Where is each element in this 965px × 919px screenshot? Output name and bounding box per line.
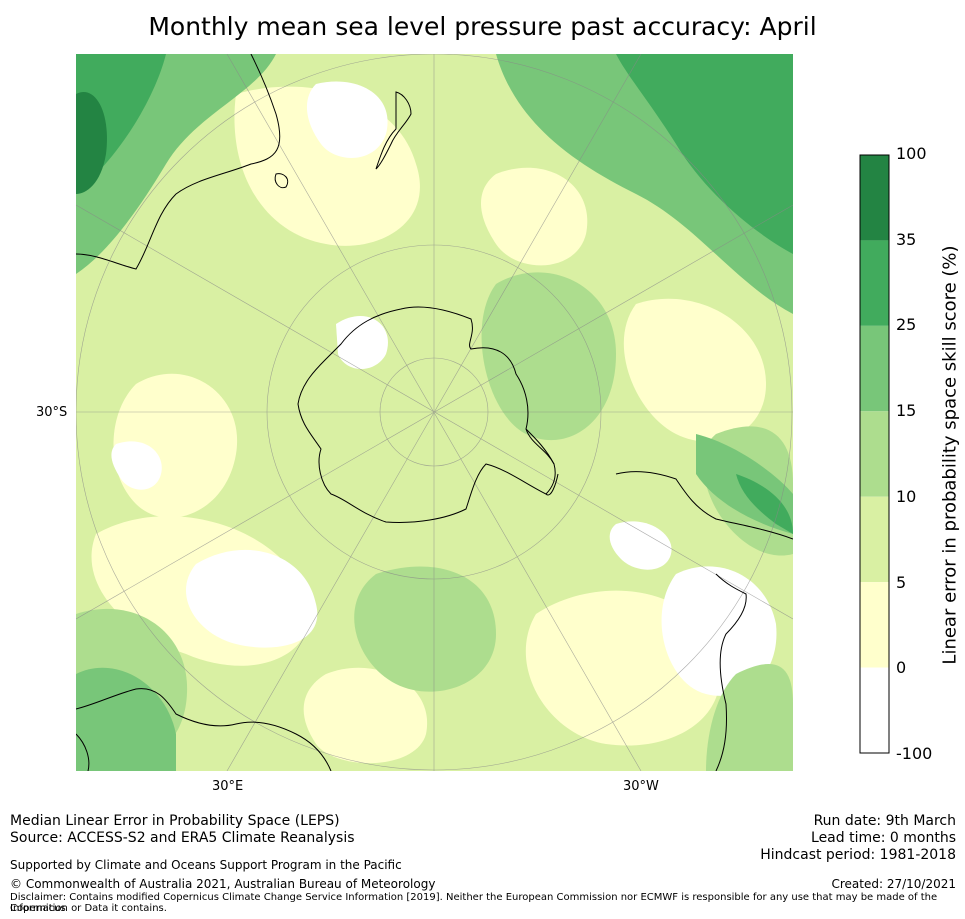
colorbar (859, 154, 890, 754)
footer-support: Supported by Climate and Oceans Support … (10, 858, 402, 872)
patch-high-skill (76, 667, 176, 771)
australia-coast (76, 54, 281, 270)
south-america-coast (615, 471, 793, 771)
skill-patches (76, 54, 793, 771)
patch-negative (111, 441, 162, 490)
colorbar-tick-label: 10 (896, 486, 917, 506)
colorbar-tick-label: 15 (896, 401, 917, 421)
patch-negative (336, 315, 388, 369)
new-zealand-coast (375, 91, 412, 170)
footer-copyright: © Commonwealth of Australia 2021, Austra… (10, 877, 436, 891)
footer-disclaimer-1: Disclaimer: Contains modified Copernicus… (10, 892, 938, 914)
colorbar-label: Linear error in probability space skill … (939, 245, 961, 665)
colorbar-bin (860, 325, 889, 412)
patch-low-skill (303, 667, 428, 764)
colorbar-bin (860, 240, 889, 326)
footer-source: Source: ACCESS-S2 and ERA5 Climate Reana… (10, 830, 355, 846)
graticule (76, 54, 793, 771)
africa-coast (76, 688, 332, 771)
lon-label-30e: 30°E (212, 779, 244, 794)
patch-negative (185, 549, 318, 648)
peninsula-coast (525, 428, 559, 496)
colorbar-tick-label: 35 (896, 229, 917, 249)
colorbar-bin (860, 155, 889, 241)
lon-label-30w: 30°W (623, 779, 659, 794)
patch-high-skill (736, 474, 793, 534)
footer-hindcast: Hindcast period: 1981-2018 (760, 847, 956, 863)
coastlines (76, 54, 793, 771)
patch-high-skill (76, 92, 107, 194)
colorbar-tick-label: 0 (896, 658, 907, 678)
colorbar-tick-label: -100 (896, 744, 933, 763)
chart-title: Monthly mean sea level pressure past acc… (148, 12, 817, 41)
patch-medium-skill (706, 664, 793, 771)
patch-medium-skill (481, 272, 616, 441)
antarctica-coast (297, 306, 556, 523)
colorbar-bin (860, 496, 889, 583)
colorbar-tick-label: 5 (896, 572, 907, 592)
colorbar-bin (860, 667, 889, 753)
footer-created: Created: 27/10/2021 (831, 877, 956, 891)
patch-negative (609, 521, 672, 570)
footer-run-date: Run date: 9th March (813, 813, 956, 829)
footer-disclaimer-2: Information or Data it contains. (10, 903, 167, 914)
patch-low-skill (481, 167, 588, 266)
patch-medium-skill (354, 566, 496, 692)
patch-high-skill (616, 54, 793, 254)
footer-lead-time: Lead time: 0 months (811, 830, 956, 846)
colorbar-bin (860, 582, 889, 668)
footer-leps: Median Linear Error in Probability Space… (10, 813, 340, 829)
tasmania-coast (274, 173, 289, 189)
patch-negative (661, 566, 777, 696)
colorbar-bin (860, 411, 889, 497)
lat-label-30s: 30°S (36, 405, 68, 420)
polar-map (76, 54, 793, 771)
madagascar-coast (76, 733, 90, 771)
colorbar-tick-label: 100 (896, 144, 927, 163)
patch-low-skill (623, 298, 766, 442)
colorbar-tick-label: 25 (896, 315, 917, 335)
patch-negative (306, 81, 388, 158)
